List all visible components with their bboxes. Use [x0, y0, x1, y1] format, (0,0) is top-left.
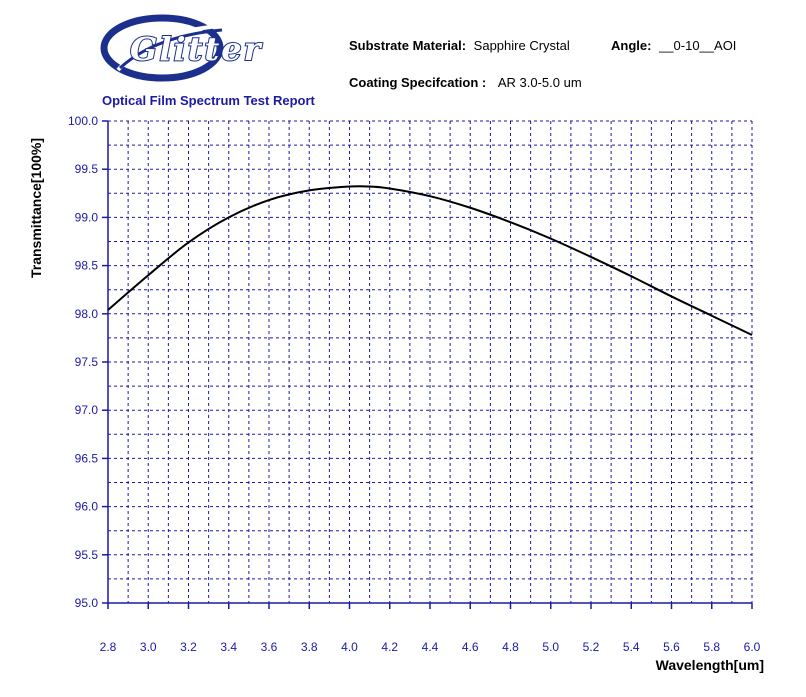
y-tick-label: 97.0 [75, 403, 99, 417]
substrate-value: Sapphire Crystal [473, 38, 570, 53]
y-tick-label: 95.0 [75, 596, 99, 610]
x-tick-label: 3.8 [301, 640, 318, 654]
y-tick-label: 99.0 [75, 210, 99, 224]
glitter-logo [100, 14, 224, 82]
y-tick-label: 99.5 [75, 162, 99, 176]
x-tick-label: 4.8 [502, 640, 519, 654]
y-tick-label: 97.5 [75, 355, 99, 369]
x-tick-labels: 2.8 3.0 3.2 3.4 3.6 3.8 4.0 4.2 4.4 4.6 4.8 5.0 5.2 5… [100, 640, 761, 654]
logo-text: Glitter [129, 29, 263, 69]
x-tick-label: 2.8 [100, 640, 117, 654]
x-tick-label: 4.0 [341, 640, 358, 654]
x-tick-label: 5.2 [583, 640, 600, 654]
x-tick-label: 3.0 [140, 640, 157, 654]
coating-label: Coating Specifcation : [349, 75, 487, 90]
axes [102, 120, 753, 609]
x-tick-label: 3.6 [261, 640, 278, 654]
x-tick-label: 5.4 [623, 640, 640, 654]
coating-row: Coating Specifcation : AR 3.0-5.0 um [349, 75, 582, 90]
x-tick-label: 3.4 [220, 640, 237, 654]
y-tick-label: 100.0 [68, 114, 98, 128]
x-axis-label: Wavelength[um] [656, 657, 764, 673]
x-tick-label: 4.6 [462, 640, 479, 654]
y-tick-label: 96.0 [75, 500, 99, 514]
grid [108, 121, 752, 603]
substrate-label: Substrate Material: [349, 38, 467, 53]
report-title: Optical Film Spectrum Test Report [102, 93, 315, 108]
y-tick-label: 96.5 [75, 451, 99, 465]
x-tick-label: 5.0 [542, 640, 559, 654]
y-tick-labels: 95.0 95.5 96.0 96.5 97.0 97.5 98.0 98.5 99.0 99.5… [68, 114, 98, 610]
angle-label: Angle: [611, 38, 652, 53]
y-axis-label: Transmittance[100%] [28, 138, 44, 278]
coating-value: AR 3.0-5.0 um [497, 75, 582, 90]
substrate-row: Substrate Material: Sapphire Crystal [349, 38, 570, 53]
x-tick-label: 3.2 [180, 640, 197, 654]
transmittance-curve [107, 185, 753, 336]
x-tick-label: 4.4 [422, 640, 439, 654]
x-tick-label: 5.8 [703, 640, 720, 654]
x-tick-label: 4.2 [381, 640, 398, 654]
y-tick-label: 95.5 [75, 548, 99, 562]
y-tick-label: 98.5 [75, 259, 99, 273]
angle-value: __0-10__AOI [659, 38, 737, 53]
x-tick-label: 6.0 [744, 640, 761, 654]
y-tick-label: 98.0 [75, 307, 99, 321]
x-tick-label: 5.6 [663, 640, 680, 654]
angle-row: Angle: __0-10__AOI [611, 38, 736, 53]
